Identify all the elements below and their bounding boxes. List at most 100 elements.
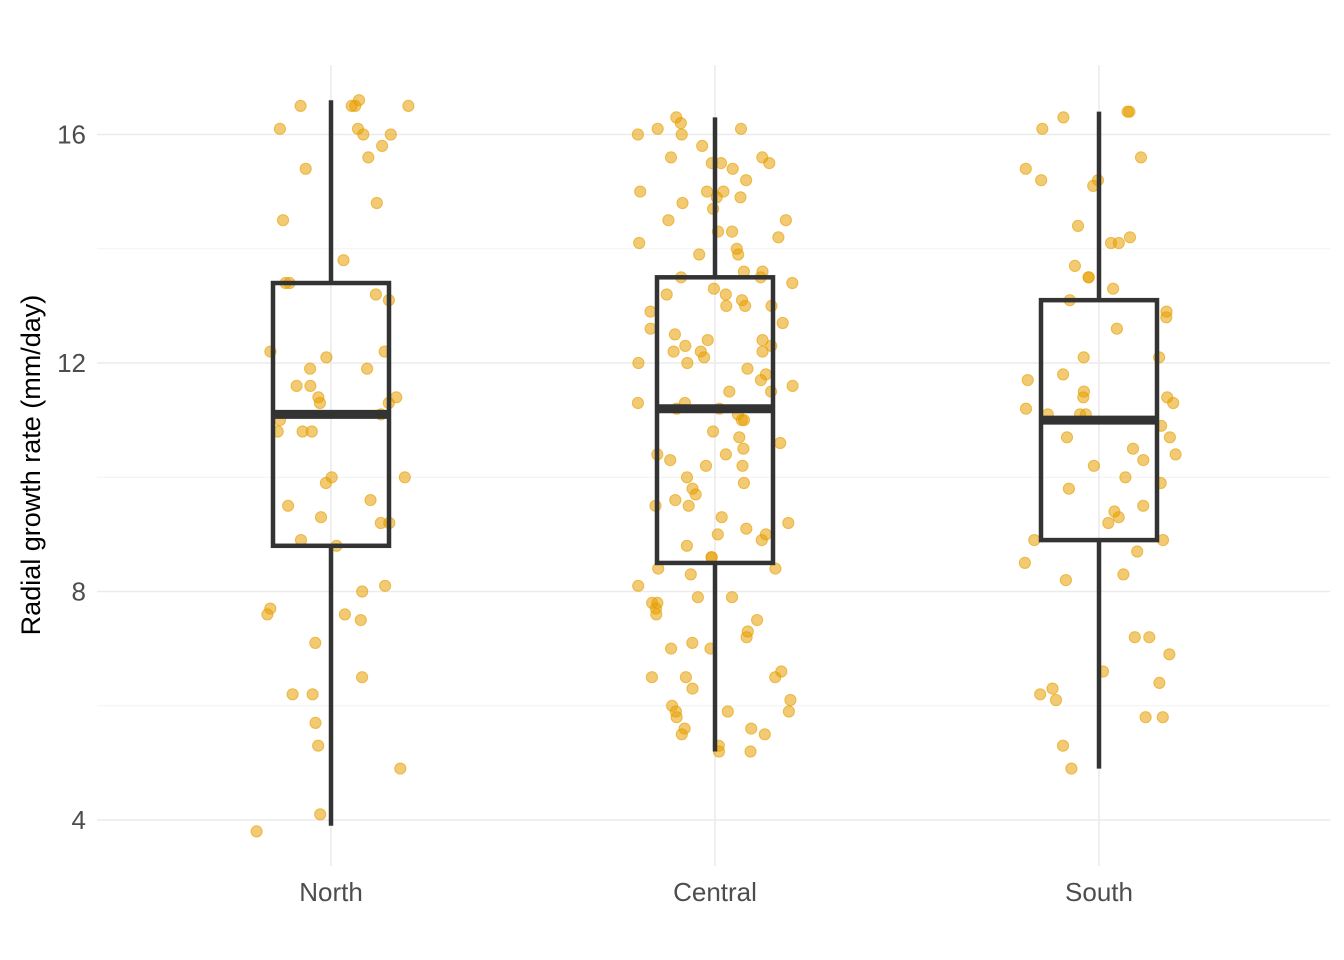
data-point <box>686 682 699 695</box>
data-point <box>679 671 693 684</box>
data-point <box>633 236 646 250</box>
y-tick-label: 8 <box>72 577 86 607</box>
data-point <box>651 122 664 135</box>
data-point <box>361 362 374 375</box>
data-point <box>1107 282 1120 295</box>
data-point <box>357 128 370 141</box>
data-point <box>313 396 326 410</box>
data-point <box>740 174 753 187</box>
data-point <box>751 614 764 627</box>
data-point <box>1018 556 1032 570</box>
data-point <box>1134 151 1148 164</box>
data-point <box>696 139 709 152</box>
x-tick-label: South <box>1065 877 1133 907</box>
data-point <box>758 728 771 741</box>
data-point <box>309 636 322 650</box>
data-point <box>675 728 688 741</box>
data-point <box>680 539 694 552</box>
data-point <box>1137 454 1150 467</box>
data-point <box>682 499 695 512</box>
data-point <box>261 608 274 621</box>
data-point <box>686 636 699 650</box>
data-point <box>1035 174 1048 187</box>
data-point <box>1169 448 1182 461</box>
data-point <box>314 511 328 524</box>
data-point <box>664 151 678 164</box>
data-point <box>304 362 317 375</box>
box-elements <box>270 100 1160 826</box>
data-point <box>1049 693 1063 707</box>
data-point <box>337 254 350 267</box>
data-point <box>769 671 782 684</box>
data-point <box>786 379 799 392</box>
data-point <box>376 139 389 152</box>
data-point <box>674 117 687 130</box>
data-point <box>1121 105 1134 118</box>
data-point <box>689 488 702 501</box>
data-point <box>782 705 796 718</box>
x-tick-label: Central <box>673 877 757 907</box>
data-point <box>276 214 290 227</box>
data-point <box>644 305 657 318</box>
data-point <box>734 191 747 204</box>
data-point <box>1131 545 1144 558</box>
data-point <box>306 688 319 701</box>
data-point <box>634 185 647 198</box>
data-point <box>769 562 782 575</box>
data-point <box>669 494 682 507</box>
data-point <box>1163 431 1177 444</box>
data-point <box>645 671 659 684</box>
data-point <box>754 374 768 387</box>
data-point <box>1036 122 1049 135</box>
data-point <box>1153 676 1166 690</box>
data-point <box>719 288 732 301</box>
data-point <box>737 476 751 490</box>
data-point <box>1087 459 1101 472</box>
data-point <box>744 745 757 758</box>
data-point <box>1056 739 1070 752</box>
data-point <box>1139 711 1152 724</box>
data-point <box>699 459 713 472</box>
data-point <box>1117 568 1130 581</box>
data-point <box>379 579 392 592</box>
data-point <box>1110 322 1124 335</box>
data-point <box>356 585 369 598</box>
data-point <box>286 688 299 701</box>
data-point <box>1077 351 1090 364</box>
data-point <box>776 316 789 330</box>
data-point <box>1167 396 1180 410</box>
data-point <box>305 425 318 438</box>
data-point <box>1028 534 1041 547</box>
data-point <box>707 425 720 438</box>
y-tick-label: 16 <box>57 120 86 150</box>
data-point <box>1019 162 1032 175</box>
data-point <box>1126 442 1140 455</box>
data-point <box>726 162 739 175</box>
data-point <box>1046 682 1059 695</box>
data-point <box>1065 762 1078 775</box>
data-point <box>1112 511 1125 524</box>
data-point <box>665 642 678 655</box>
data-point <box>737 442 750 455</box>
data-point <box>679 339 692 352</box>
data-point <box>782 516 795 530</box>
data-point <box>725 591 739 604</box>
data-point <box>282 499 295 512</box>
data-point <box>1060 431 1074 444</box>
data-point <box>352 94 366 107</box>
data-point <box>1082 271 1095 284</box>
data-point <box>734 122 748 135</box>
data-point <box>667 345 680 358</box>
data-point <box>662 214 675 227</box>
data-point <box>369 288 382 301</box>
data-point <box>707 282 721 295</box>
data-point <box>1021 374 1034 387</box>
data-point <box>745 722 758 735</box>
data-point <box>723 385 736 398</box>
data-point <box>711 528 724 541</box>
y-tick-label: 12 <box>57 348 86 378</box>
data-point <box>733 431 746 444</box>
data-point <box>632 356 645 370</box>
data-point <box>402 99 415 113</box>
